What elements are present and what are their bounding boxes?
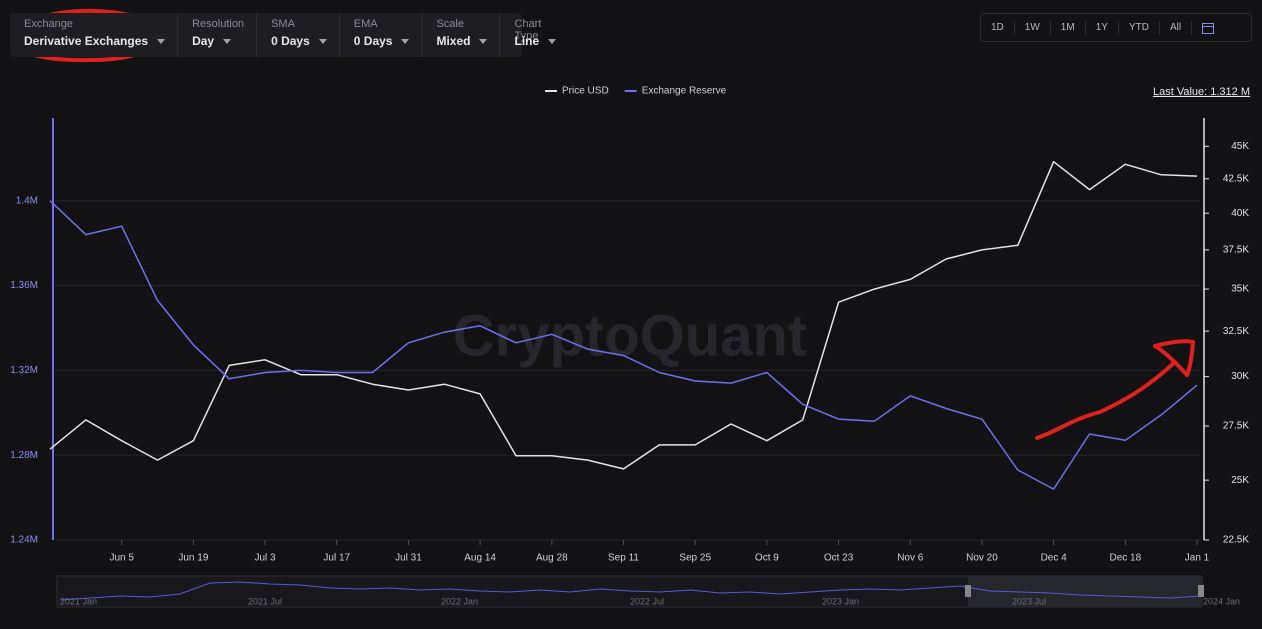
navigator-line — [59, 581, 1201, 601]
y2-tick-label: 45K — [1231, 141, 1249, 152]
filter-value: Line — [514, 34, 556, 48]
x-tick-label: Jul 31 — [395, 553, 422, 564]
navigator-labels: 2021 Jan 2021 Jul 2022 Jan 2022 Jul 2023 Jan… — [60, 596, 1240, 606]
filter-dropdown[interactable]: Scale Mixed — [422, 13, 501, 57]
navigator-label: 2024 Jan — [1203, 596, 1240, 606]
filter-label: Chart Type — [514, 18, 542, 42]
x-tick-label: Oct 23 — [824, 553, 854, 564]
y-tick-label: 1.32M — [10, 365, 38, 376]
y2-tick-label: 22.5K — [1223, 535, 1249, 546]
filter-dropdown[interactable]: EMA 0 Days — [340, 13, 423, 57]
calendar-icon[interactable] — [1201, 21, 1215, 35]
range-button[interactable]: 1Y — [1086, 20, 1119, 35]
y2-tick-label: 27.5K — [1223, 421, 1249, 432]
filter-value: 0 Days — [271, 34, 327, 48]
filter-label: Exchange — [24, 18, 73, 30]
y2-tick-label: 40K — [1231, 208, 1249, 219]
y2-tick-label: 25K — [1231, 475, 1249, 486]
navigator-label: 2022 Jul — [630, 596, 664, 606]
calendar-body — [1202, 22, 1215, 34]
x-tick-label: Oct 9 — [755, 553, 779, 564]
navigator-label: 2021 Jan — [60, 596, 97, 606]
filter-value: Mixed — [436, 34, 487, 48]
x-tick-label: Nov 6 — [897, 553, 924, 564]
last-value[interactable]: Last Value: 1.312 M — [1153, 86, 1250, 98]
x-tick-label: Sep 25 — [679, 553, 711, 564]
series-line — [49, 200, 1198, 490]
legend-label: Price USD — [562, 86, 609, 97]
range-button[interactable]: 1W — [1015, 20, 1051, 35]
y2-tick-label: 30K — [1231, 371, 1249, 382]
filter-dropdown[interactable]: Exchange Derivative Exchanges — [10, 13, 179, 57]
navigator-label: 2023 Jul — [1012, 596, 1046, 606]
toolbar: Exchange Derivative Exchanges Resolution Da… — [10, 13, 541, 57]
filter-label: Resolution — [192, 18, 245, 30]
annotation-arrow — [1035, 339, 1195, 440]
navigator-handle[interactable] — [1198, 585, 1204, 597]
y2-tick-label: 42.5K — [1223, 173, 1249, 184]
navigator-label: 2022 Jan — [441, 596, 478, 606]
filter-value: Day — [192, 34, 244, 48]
y-tick-label: 1.36M — [10, 280, 38, 291]
filter-dropdown[interactable]: SMA 0 Days — [257, 13, 340, 57]
range-button[interactable]: 1M — [1051, 20, 1086, 35]
x-tick-label: Jul 3 — [255, 553, 277, 564]
y-tick-label: 1.28M — [10, 450, 38, 461]
y2-tick-label: 32.5K — [1223, 326, 1249, 337]
plot-area: 1.24M 1.28M 1.32M 1.36M 1.4M 22.5K 25K 27.5K 30K… — [10, 86, 1249, 564]
filter-label: EMA — [353, 18, 378, 30]
range-button[interactable]: 1D — [981, 20, 1015, 35]
x-tick-label: Nov 20 — [966, 553, 998, 564]
filter-dropdown[interactable]: Resolution Day — [178, 13, 258, 57]
filter-label: Scale — [436, 18, 464, 30]
range-button[interactable]: All — [1160, 20, 1193, 35]
y-tick-label: 1.24M — [10, 535, 38, 546]
x-tick-label: Aug 14 — [464, 553, 496, 564]
y2-tick-label: 37.5K — [1223, 245, 1249, 256]
filter-value: Derivative Exchanges — [24, 34, 165, 48]
range-button[interactable]: YTD — [1119, 20, 1160, 35]
y2-tick-label: 35K — [1231, 284, 1249, 295]
x-tick-label: Jun 5 — [109, 553, 134, 564]
series-line — [49, 160, 1198, 470]
range-buttons: 1D 1W 1M 1Y YTD All — [980, 13, 1252, 42]
navigator-label: 2021 Jul — [248, 596, 282, 606]
x-tick-label: Jan 1 — [1185, 553, 1210, 564]
x-tick-label: Jul 17 — [323, 553, 350, 564]
x-tick-label: Dec 18 — [1109, 553, 1141, 564]
watermark: CryptoQuant — [453, 303, 807, 368]
filter-dropdown[interactable]: Chart Type Line — [500, 13, 568, 57]
filter-value: 0 Days — [354, 34, 410, 48]
legend-label: Exchange Reserve — [642, 86, 727, 97]
x-tick-label: Dec 4 — [1041, 553, 1068, 564]
x-tick-label: Sep 11 — [608, 553, 639, 564]
x-tick-label: Jun 19 — [178, 553, 208, 564]
navigator-handle[interactable] — [965, 585, 971, 597]
y-tick-label: 1.4M — [16, 195, 38, 206]
navigator-label: 2023 Jan — [822, 596, 859, 606]
x-tick-label: Aug 28 — [536, 553, 568, 564]
filter-label: SMA — [271, 18, 295, 30]
